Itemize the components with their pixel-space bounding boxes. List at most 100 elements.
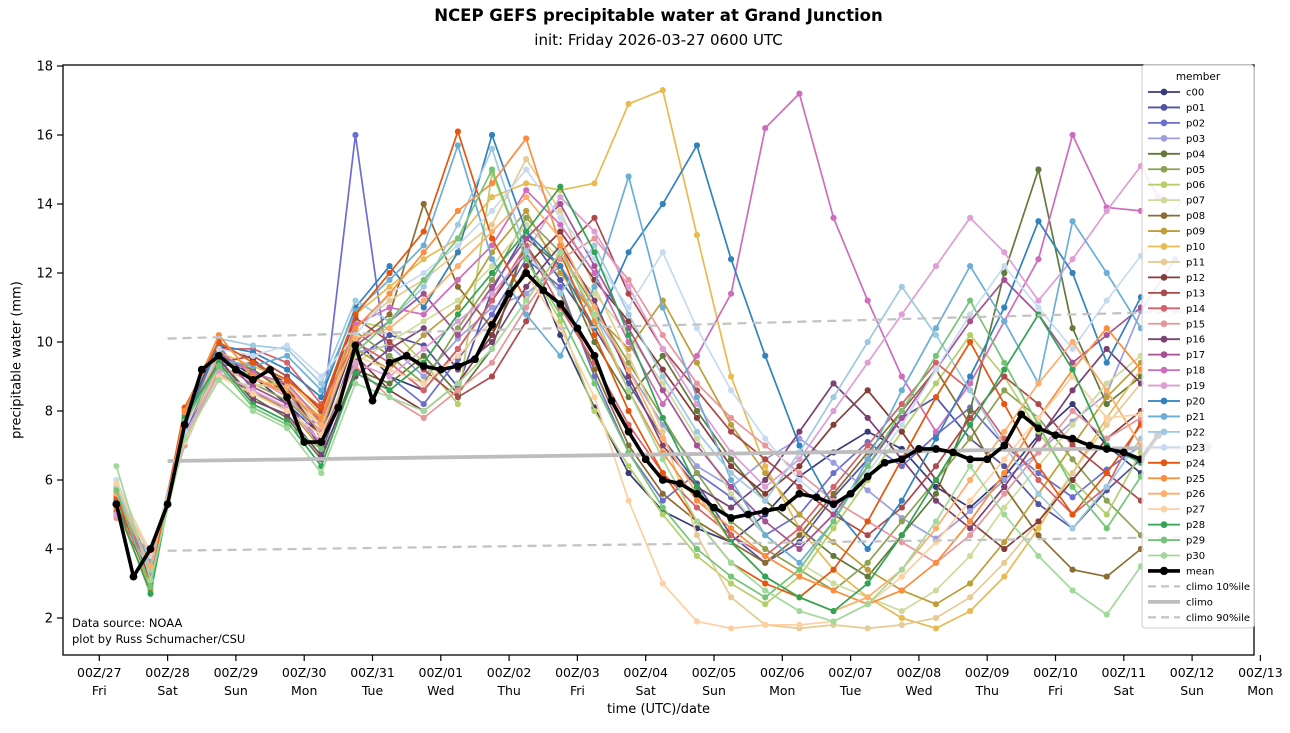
annotation-line-2: plot by Russ Schumacher/CSU	[72, 632, 246, 646]
svg-text:Sat: Sat	[1114, 683, 1135, 698]
svg-text:00Z/28: 00Z/28	[145, 665, 190, 680]
legend-sample-marker	[1160, 397, 1168, 405]
svg-text:p29: p29	[1186, 536, 1205, 547]
legend-row-mean: mean	[1148, 566, 1214, 577]
svg-text:p23: p23	[1186, 443, 1205, 454]
member-line-p11	[113, 156, 1144, 632]
legend-row-p19: p19	[1148, 381, 1205, 392]
legend-sample-marker	[1160, 335, 1168, 343]
legend-row-p02: p02	[1148, 118, 1205, 129]
svg-text:Tue: Tue	[839, 683, 862, 698]
svg-text:p17: p17	[1186, 350, 1205, 361]
svg-text:p11: p11	[1186, 257, 1205, 268]
svg-text:p16: p16	[1186, 335, 1205, 346]
svg-text:c00: c00	[1186, 88, 1204, 99]
legend-sample-marker	[1160, 119, 1168, 127]
member-line-p26	[113, 194, 1144, 615]
svg-text:p26: p26	[1186, 489, 1205, 500]
svg-text:00Z/04: 00Z/04	[623, 665, 668, 680]
svg-text:Fri: Fri	[92, 683, 107, 698]
svg-text:p05: p05	[1186, 165, 1205, 176]
svg-text:p10: p10	[1186, 242, 1205, 253]
svg-text:p09: p09	[1186, 227, 1205, 238]
legend-row-p24: p24	[1148, 458, 1205, 469]
legend-sample-marker	[1160, 88, 1168, 96]
member-line-p24	[113, 128, 1144, 601]
legend-row-p15: p15	[1148, 319, 1205, 330]
svg-text:Sat: Sat	[157, 683, 178, 698]
ensemble-members	[113, 87, 1196, 632]
svg-text:Thu: Thu	[974, 683, 998, 698]
legend-sample-marker	[1160, 227, 1168, 235]
legend-row-p20: p20	[1148, 397, 1205, 408]
data-source-annotation: Data source: NOAA plot by Russ Schumache…	[72, 615, 245, 647]
svg-text:8: 8	[45, 405, 53, 420]
legend-row-p10: p10	[1148, 242, 1205, 253]
svg-text:climo 90%ile: climo 90%ile	[1186, 613, 1250, 624]
svg-text:00Z/29: 00Z/29	[214, 665, 259, 680]
legend-row-p05: p05	[1148, 165, 1205, 176]
x-axis-label: time (UTC)/date	[606, 702, 711, 717]
legend-row-p14: p14	[1148, 304, 1205, 315]
legend-row-p09: p09	[1148, 227, 1205, 238]
member-line-p02	[113, 131, 1144, 587]
svg-text:00Z/10: 00Z/10	[1033, 665, 1078, 680]
svg-text:climo: climo	[1186, 597, 1213, 608]
legend-row-p27: p27	[1148, 505, 1205, 516]
legend-sample-marker	[1160, 304, 1168, 312]
svg-text:p21: p21	[1186, 412, 1205, 423]
svg-text:p22: p22	[1186, 427, 1205, 438]
svg-text:Fri: Fri	[1048, 683, 1063, 698]
svg-text:00Z/27: 00Z/27	[77, 665, 122, 680]
svg-text:p07: p07	[1186, 196, 1205, 207]
legend-sample-marker	[1160, 243, 1168, 250]
legend-sample-marker	[1160, 474, 1168, 482]
svg-text:00Z/02: 00Z/02	[487, 665, 532, 680]
svg-text:00Z/01: 00Z/01	[419, 665, 464, 680]
legend-row-p07: p07	[1148, 196, 1205, 207]
svg-text:12: 12	[36, 267, 53, 282]
svg-text:Sun: Sun	[702, 683, 726, 698]
svg-text:00Z/12: 00Z/12	[1170, 665, 1215, 680]
svg-text:p28: p28	[1186, 520, 1205, 531]
legend-row-p12: p12	[1148, 273, 1205, 284]
svg-text:Fri: Fri	[570, 683, 585, 698]
svg-text:Mon: Mon	[1247, 683, 1273, 698]
svg-text:18: 18	[36, 60, 53, 75]
legend-row-p18: p18	[1148, 366, 1205, 377]
legend-sample-marker	[1160, 443, 1168, 451]
legend-sample-marker	[1160, 459, 1168, 467]
legend-sample-marker	[1160, 382, 1168, 389]
legend-sample-marker	[1160, 536, 1168, 544]
svg-text:mean: mean	[1186, 566, 1214, 577]
svg-text:p03: p03	[1186, 134, 1205, 145]
svg-text:p24: p24	[1186, 458, 1205, 469]
legend-row-p21: p21	[1148, 412, 1205, 423]
mean-line	[112, 269, 1162, 581]
svg-text:p08: p08	[1186, 211, 1205, 222]
svg-text:2: 2	[45, 612, 53, 627]
svg-text:00Z/13: 00Z/13	[1238, 665, 1283, 680]
legend-sample-marker	[1160, 521, 1168, 528]
svg-text:Mon: Mon	[291, 683, 317, 698]
svg-text:Sat: Sat	[635, 683, 656, 698]
svg-text:p25: p25	[1186, 474, 1205, 485]
svg-text:16: 16	[36, 129, 53, 144]
legend-row-p30: p30	[1148, 551, 1205, 562]
svg-text:p12: p12	[1186, 273, 1205, 284]
legend-sample-marker	[1160, 134, 1168, 142]
svg-text:p20: p20	[1186, 397, 1205, 408]
legend-row-p01: p01	[1148, 103, 1205, 114]
svg-text:climo 10%ile: climo 10%ile	[1186, 582, 1250, 593]
legend-sample-marker	[1160, 351, 1168, 359]
y-axis-label: precipitable water (mm)	[9, 281, 25, 439]
legend-sample-marker	[1160, 104, 1168, 111]
legend-row-p26: p26	[1148, 489, 1205, 500]
legend-sample-marker	[1160, 552, 1168, 559]
legend-row-p13: p13	[1148, 288, 1205, 299]
legend-sample-marker	[1160, 320, 1168, 328]
legend-sample-marker	[1160, 165, 1168, 173]
svg-text:p13: p13	[1186, 288, 1205, 299]
svg-text:member: member	[1176, 71, 1221, 83]
